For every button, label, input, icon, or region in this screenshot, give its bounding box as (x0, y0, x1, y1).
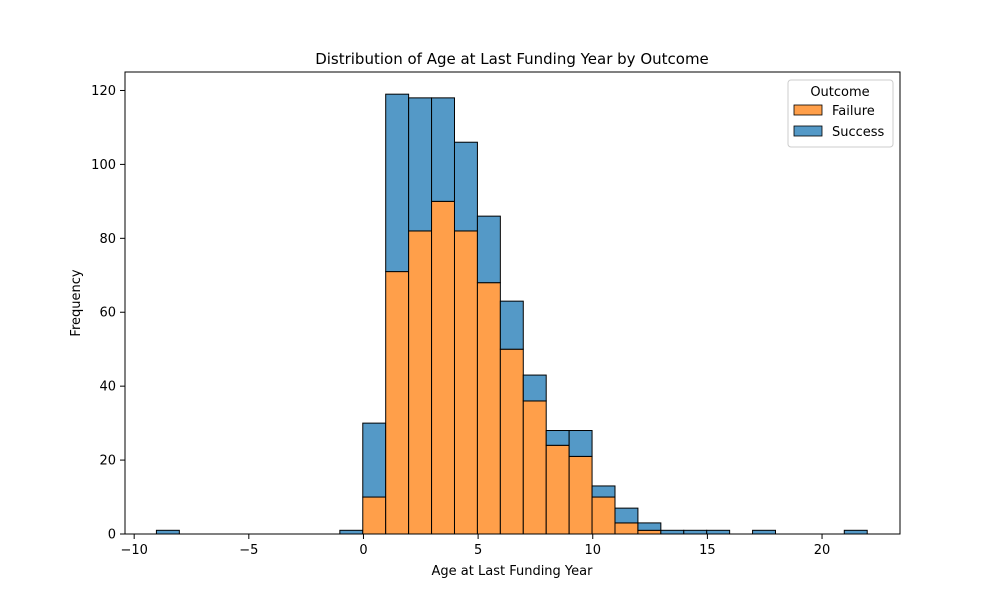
bar-failure-21 (637, 529, 662, 535)
bar-failure-20 (614, 522, 639, 535)
bar-failure-11 (408, 230, 433, 535)
bar-success-8 (339, 529, 364, 535)
legend-label-success: Success (832, 125, 885, 140)
bar-failure-10 (385, 271, 410, 535)
x-tick-label: 0 (359, 543, 367, 558)
y-tick-label: 100 (91, 158, 116, 173)
x-tick-label: 20 (814, 543, 831, 558)
legend-title: Outcome (810, 85, 869, 100)
bar-success-20 (614, 507, 639, 524)
legend-swatch-failure (793, 104, 823, 116)
bar-success-26 (752, 529, 776, 535)
bar-success-18 (568, 430, 593, 457)
bar-success-14 (476, 215, 501, 284)
bar-success-15 (499, 300, 524, 350)
plot-frame (124, 71, 901, 535)
y-axis-title: Frequency (69, 269, 84, 336)
y-tick-label: 40 (99, 380, 116, 395)
bar-failure-15 (499, 348, 524, 535)
bar-success-16 (522, 374, 547, 402)
x-tick-label: −5 (239, 543, 258, 558)
y-tick-label: 120 (91, 84, 116, 99)
bar-success-21 (637, 522, 662, 531)
bar-success-11 (408, 97, 433, 232)
y-tick-label: 20 (99, 454, 116, 469)
bar-failure-9 (362, 496, 387, 535)
x-tick-label: 10 (584, 543, 601, 558)
bar-failure-13 (453, 230, 478, 535)
bar-success-22 (660, 529, 685, 535)
bar-success-23 (683, 529, 708, 535)
bar-success-12 (431, 97, 455, 202)
bar-success-24 (706, 529, 731, 535)
legend-swatch-success (793, 125, 823, 137)
legend: Outcome Failure Success (787, 79, 894, 148)
bar-failure-18 (568, 455, 593, 535)
legend-label-failure: Failure (832, 104, 875, 119)
bar-failure-12 (431, 200, 455, 535)
chart-title: Distribution of Age at Last Funding Year… (315, 50, 709, 68)
y-tick-label: 60 (99, 306, 116, 321)
x-tick-label: −10 (120, 543, 147, 558)
bar-failure-14 (476, 282, 501, 535)
bar-success-19 (591, 485, 616, 498)
y-tick-label: 0 (108, 528, 116, 543)
bar-failure-19 (591, 496, 616, 535)
y-tick-label: 80 (99, 232, 116, 247)
bar-failure-16 (522, 400, 547, 535)
bars-layer (155, 93, 868, 535)
x-tick-label: 5 (474, 543, 482, 558)
bar-success-30 (843, 529, 868, 535)
bar-success-10 (385, 93, 410, 273)
y-axis: 0 20 40 60 80 100 120 (91, 84, 125, 543)
x-tick-label: 15 (699, 543, 716, 558)
bar-failure-17 (545, 444, 570, 535)
x-axis-title: Age at Last Funding Year (432, 564, 594, 579)
bar-success-0 (155, 529, 180, 535)
bar-success-17 (545, 430, 570, 446)
bar-success-13 (453, 141, 478, 232)
x-axis: −10 −5 0 5 10 15 20 (120, 534, 830, 558)
bar-success-9 (362, 422, 387, 498)
